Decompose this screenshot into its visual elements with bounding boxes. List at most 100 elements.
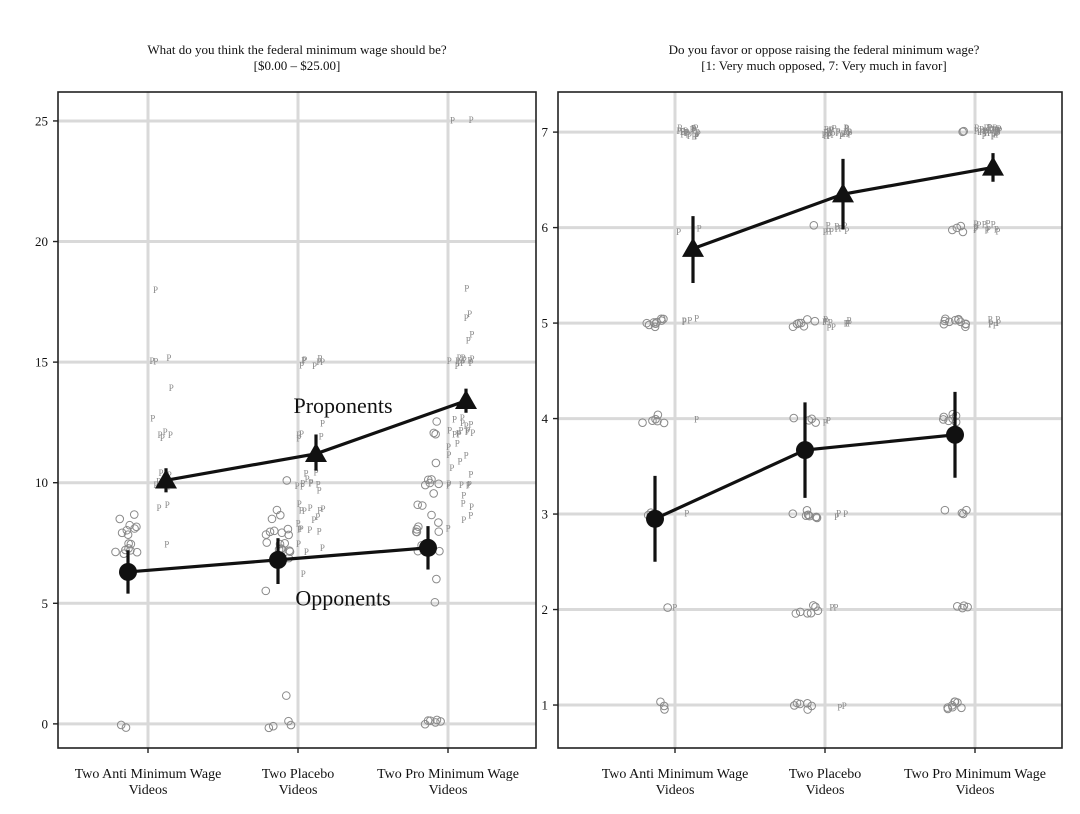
proponent-response-point: P: [991, 131, 996, 141]
opponents-mean-marker: [269, 550, 287, 569]
proponent-response-point: P: [686, 130, 691, 140]
proponent-response-point: P: [847, 127, 852, 137]
proponent-response-point: P: [843, 129, 848, 139]
opponent-response-point: [811, 512, 821, 522]
x-tick-label: Videos: [956, 783, 995, 798]
proponent-response-point: P: [995, 227, 1000, 237]
y-tick-label: 15: [35, 355, 48, 370]
proponent-response-point: P: [467, 480, 472, 490]
proponent-response-point: P: [466, 480, 471, 490]
opponent-response-point: [957, 508, 967, 518]
opponent-response-point: [285, 547, 295, 557]
proponent-response-point: P: [823, 417, 828, 427]
proponent-response-point: P: [308, 503, 313, 513]
proponent-response-point: P: [308, 478, 313, 488]
opponent-response-point: [267, 514, 277, 524]
proponent-response-point: P: [823, 314, 828, 324]
proponent-response-point: P: [455, 361, 460, 371]
proponent-response-point: P: [468, 420, 473, 430]
opponent-response-point: [803, 608, 812, 618]
proponent-response-point: P: [312, 361, 317, 371]
proponent-response-point: P: [164, 540, 169, 550]
proponent-response-point: P: [316, 357, 321, 367]
opponent-response-point: [938, 415, 948, 424]
opponent-response-point: [413, 500, 423, 510]
proponent-response-point: P: [299, 524, 304, 534]
y-tick-label: 5: [542, 316, 549, 331]
proponent-response-point: P: [469, 115, 474, 125]
proponent-response-point: P: [470, 428, 475, 438]
proponent-response-point: P: [988, 315, 993, 325]
proponent-response-point: P: [995, 129, 1000, 139]
proponent-response-point: P: [682, 316, 687, 326]
series-annotation: Proponents: [294, 393, 393, 418]
opponent-response-point: [429, 428, 439, 438]
proponents-mean-marker: [832, 183, 854, 203]
proponent-response-point: P: [302, 506, 307, 516]
x-tick-label: Videos: [429, 783, 468, 798]
opponent-response-point: [958, 227, 968, 237]
proponent-response-point: P: [464, 313, 469, 323]
opponent-response-point: [264, 723, 274, 733]
proponent-response-point: P: [982, 219, 987, 229]
proponent-response-point: P: [844, 123, 849, 133]
proponent-response-point: P: [466, 335, 471, 345]
opponents-mean-marker: [796, 441, 814, 460]
opponent-response-point: [116, 720, 126, 730]
proponent-response-point: P: [694, 314, 699, 324]
opponent-response-point: [950, 315, 960, 325]
opponent-response-point: [277, 528, 287, 538]
proponent-response-point: P: [461, 490, 466, 500]
chart-subtitle: [$0.00 – $25.00]: [254, 58, 341, 73]
proponent-response-point: P: [459, 426, 464, 436]
proponent-response-point: P: [299, 506, 304, 516]
proponent-response-point: P: [988, 319, 993, 329]
proponent-response-point: P: [461, 353, 466, 363]
opponent-response-point: [276, 510, 285, 520]
proponent-response-point: P: [996, 126, 1001, 136]
opponent-response-point: [265, 527, 275, 537]
proponent-response-point: P: [300, 482, 305, 492]
proponent-response-point: P: [304, 469, 309, 479]
opponent-response-point: [429, 489, 438, 498]
opponent-response-point: [958, 603, 967, 613]
proponent-response-point: P: [296, 518, 301, 528]
proponent-response-point: P: [834, 222, 839, 232]
proponent-response-point: P: [693, 123, 698, 133]
proponent-response-point: P: [694, 131, 699, 141]
proponent-response-point: P: [991, 219, 996, 229]
opponent-response-point: [809, 221, 819, 230]
proponent-response-point: P: [694, 415, 699, 425]
proponent-response-point: P: [823, 131, 828, 141]
proponent-response-point: P: [461, 498, 466, 508]
opponent-response-point: [436, 717, 445, 726]
proponent-response-point: P: [464, 283, 469, 293]
proponent-response-point: P: [991, 126, 996, 136]
proponent-response-point: P: [299, 429, 304, 439]
opponent-response-point: [956, 221, 966, 231]
proponent-response-point: P: [150, 413, 155, 423]
opponent-response-point: [959, 509, 968, 519]
proponent-response-point: P: [979, 124, 984, 134]
proponent-response-point: P: [829, 227, 834, 237]
proponent-response-point: P: [973, 223, 978, 233]
opponent-response-point: [952, 602, 962, 611]
proponent-response-point: P: [987, 123, 992, 133]
proponent-response-point: P: [299, 360, 304, 370]
opponent-response-point: [958, 127, 967, 137]
proponent-response-point: P: [469, 502, 474, 512]
x-tick-label: Videos: [129, 783, 168, 798]
proponent-response-point: P: [692, 131, 697, 141]
opponent-response-point: [111, 547, 120, 557]
opponent-response-point: [115, 514, 125, 524]
proponent-response-point: P: [837, 703, 842, 713]
proponent-response-point: P: [987, 128, 992, 138]
proponent-response-point: P: [296, 539, 301, 549]
proponent-response-point: P: [307, 525, 312, 535]
proponent-response-point: P: [974, 123, 979, 133]
proponent-response-point: P: [692, 125, 697, 135]
proponent-response-point: P: [300, 479, 305, 489]
opponent-response-point: [430, 597, 440, 607]
y-tick-label: 7: [542, 125, 549, 140]
opponent-response-point: [961, 319, 971, 329]
